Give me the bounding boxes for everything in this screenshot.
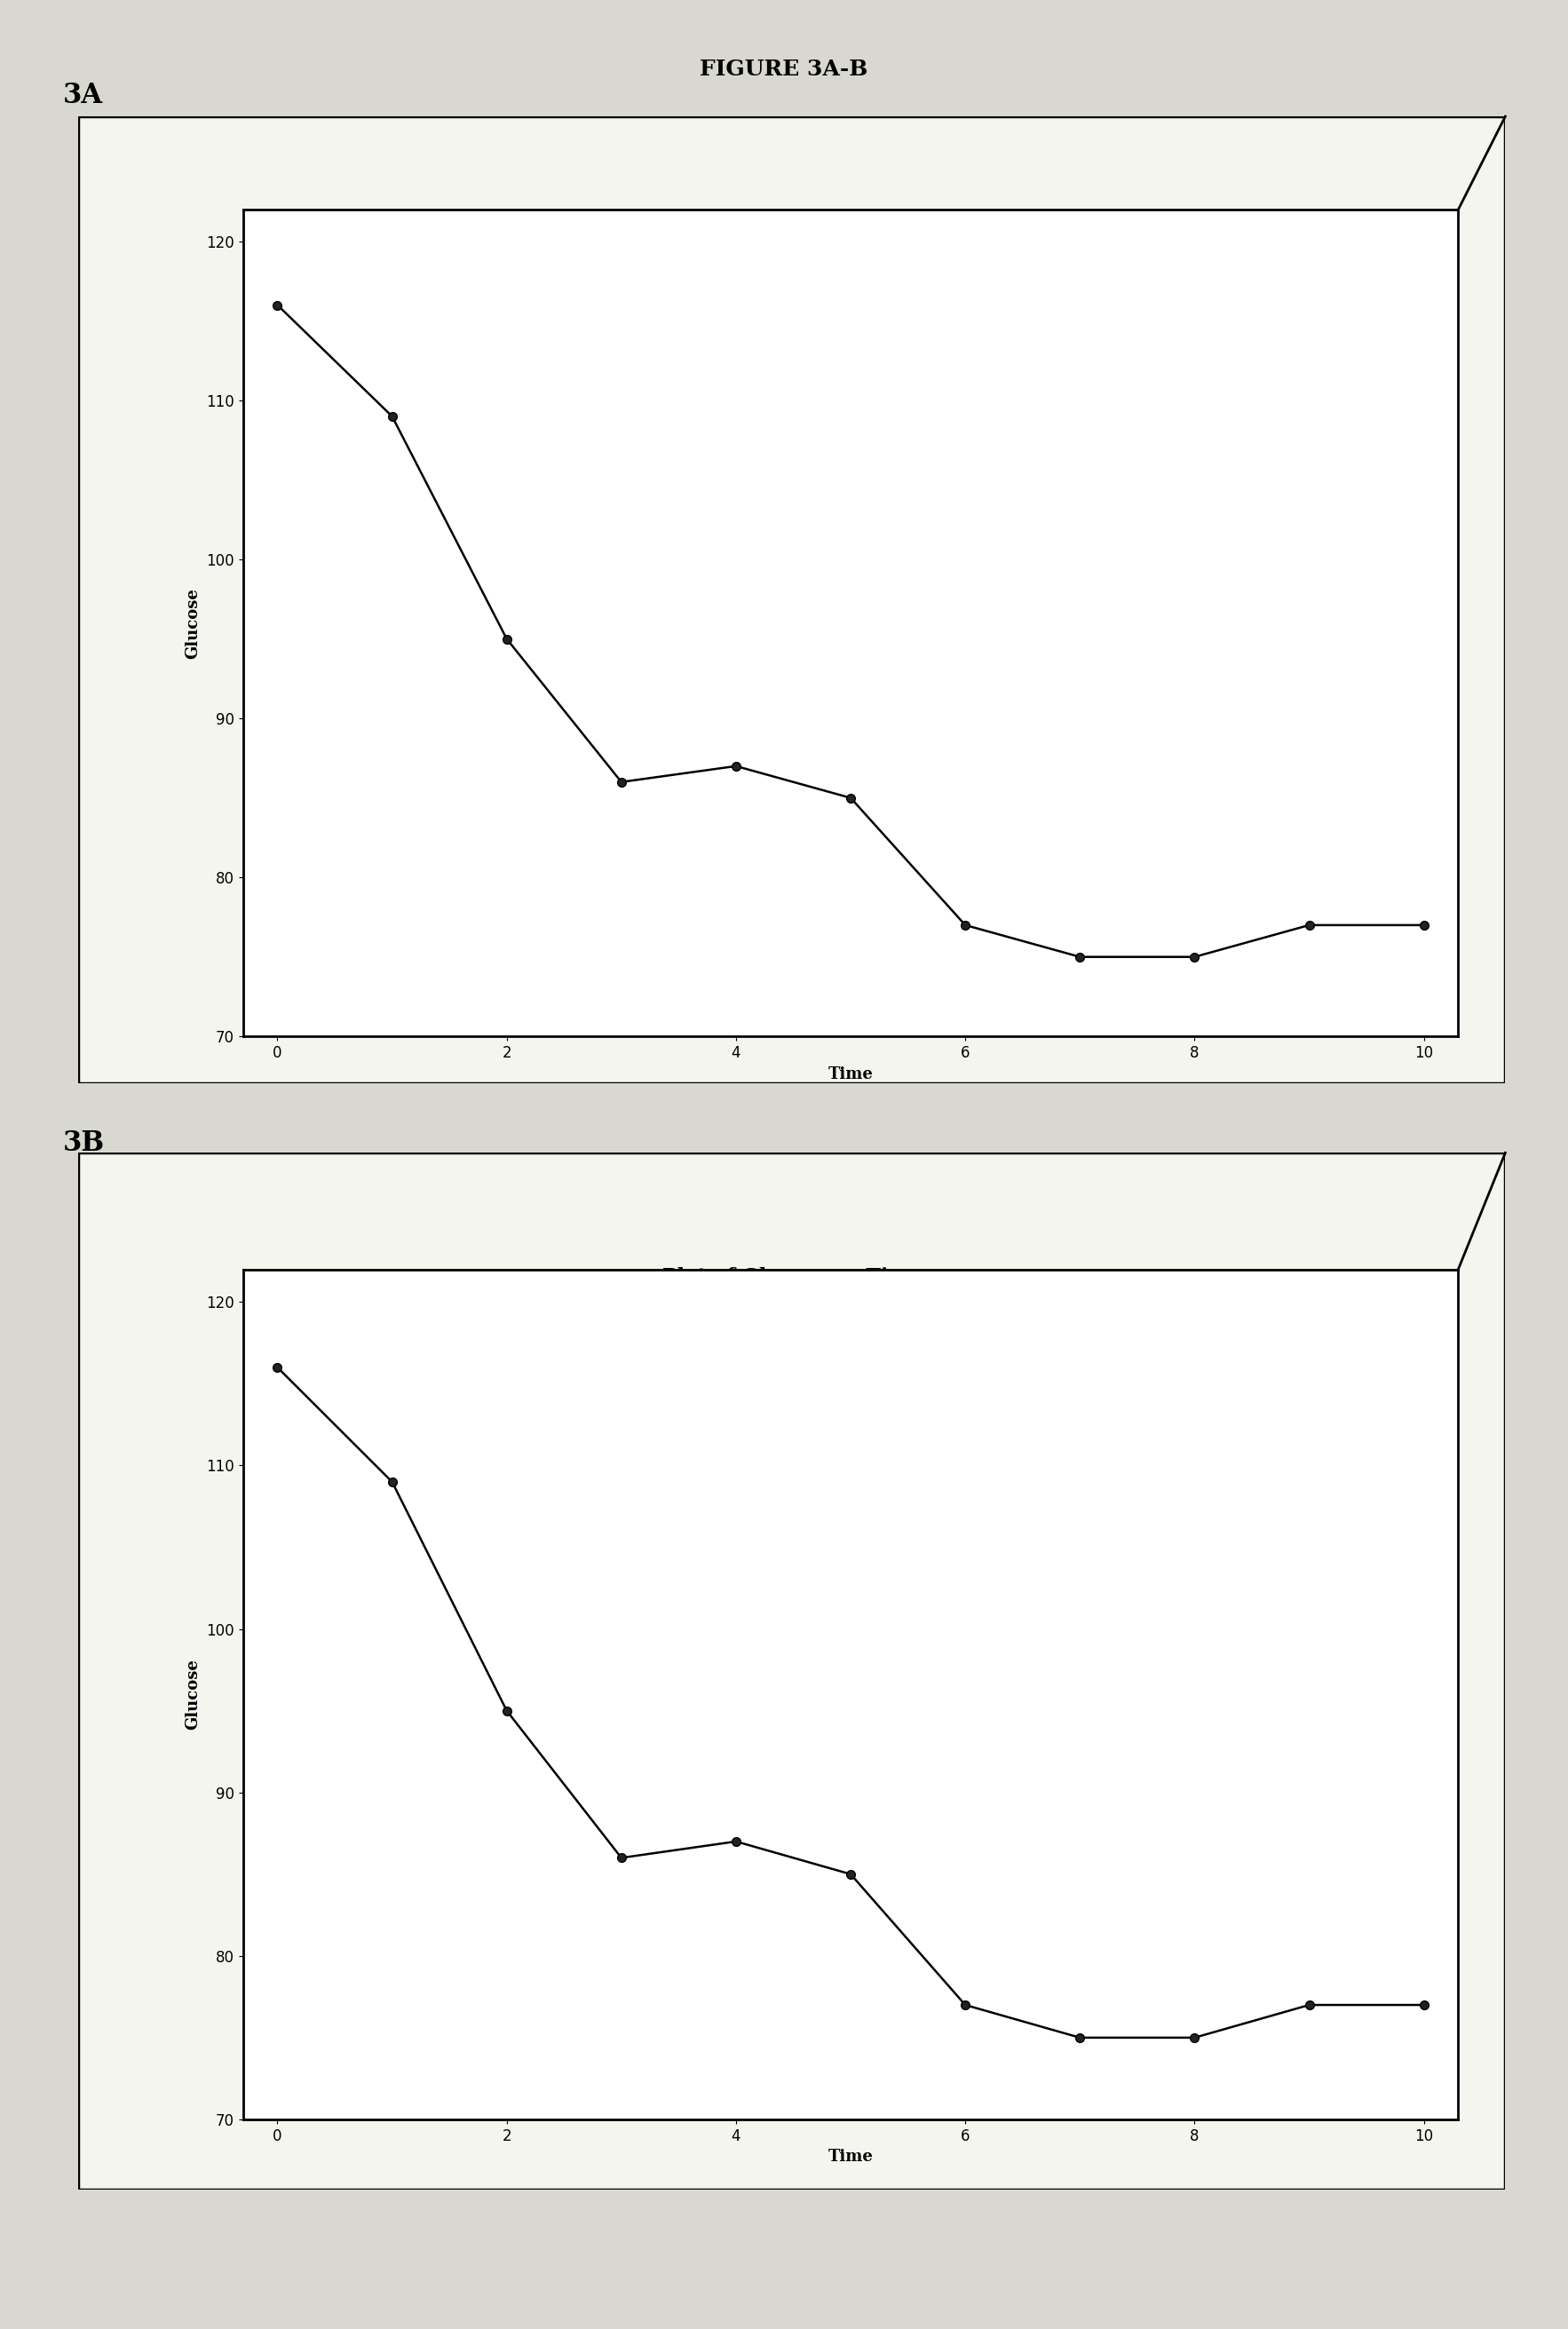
Text: FIGURE 3A-B: FIGURE 3A-B [699, 58, 869, 79]
Text: 3A: 3A [63, 82, 102, 109]
Text: Glucose vs Time: Glucose vs Time [702, 224, 881, 242]
Text: Plot of Glucose vs Time: Plot of Glucose vs Time [662, 1267, 922, 1288]
X-axis label: Time: Time [828, 1067, 873, 1083]
Text: 3B: 3B [63, 1130, 105, 1158]
Y-axis label: Glucose: Glucose [185, 587, 201, 659]
Y-axis label: Glucose: Glucose [185, 1658, 201, 1730]
X-axis label: Time: Time [828, 2150, 873, 2166]
